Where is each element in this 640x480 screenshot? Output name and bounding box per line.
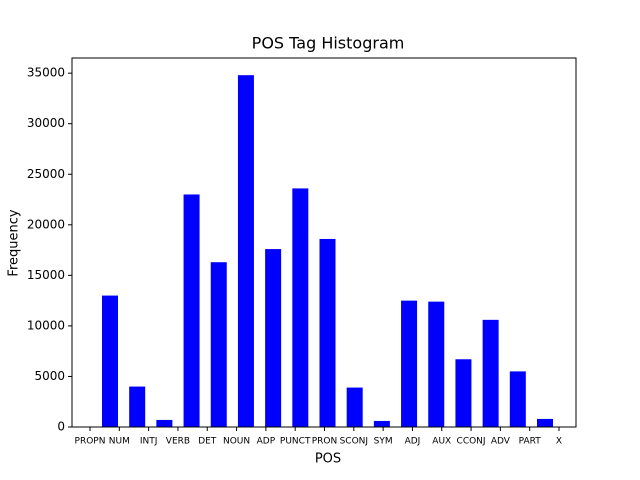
x-tick-label: X — [556, 437, 562, 447]
bar — [102, 295, 118, 427]
x-tick-label: PRON — [312, 437, 338, 447]
bar — [237, 75, 254, 427]
x-tick-label: PROPN — [75, 437, 106, 447]
x-tick-label: INTJ — [140, 437, 158, 447]
bar — [373, 420, 390, 427]
bar — [129, 386, 146, 427]
x-tick-label: ADJ — [405, 437, 421, 447]
x-tick-label: NUM — [109, 437, 130, 447]
x-tick-label: ADV — [491, 437, 511, 447]
y-tick-label: 30000 — [27, 116, 65, 130]
bar — [183, 194, 200, 427]
y-tick-label: 10000 — [27, 318, 65, 332]
x-tick-label: VERB — [166, 437, 190, 447]
y-tick-label: 5000 — [34, 369, 65, 383]
bar — [319, 238, 336, 427]
y-tick-label: 0 — [57, 420, 65, 434]
bar — [482, 319, 499, 427]
y-tick-label: 25000 — [27, 167, 65, 181]
x-tick-label: SCONJ — [340, 437, 368, 447]
x-tick-label: DET — [198, 437, 217, 447]
bar — [428, 301, 445, 427]
x-tick-label: ADP — [257, 437, 276, 447]
bar — [401, 300, 418, 427]
bar — [292, 188, 309, 427]
bar — [346, 387, 363, 427]
bar — [537, 418, 553, 427]
y-tick-label: 20000 — [27, 217, 65, 231]
bar — [265, 249, 282, 427]
x-tick-label: SYM — [374, 437, 393, 447]
y-tick-label: 15000 — [27, 268, 65, 282]
bar — [210, 262, 227, 427]
plot-frame — [71, 57, 577, 428]
x-tick-label: NOUN — [223, 437, 250, 447]
x-axis-label: POS — [315, 452, 341, 467]
x-tick-label: PUNCT — [280, 437, 311, 447]
x-tick-label: PART — [519, 437, 542, 447]
x-tick-label: AUX — [432, 437, 451, 447]
bar — [509, 371, 526, 427]
bar — [156, 419, 173, 427]
chart-title: POS Tag Histogram — [252, 34, 405, 53]
y-tick-label: 35000 — [27, 66, 65, 80]
bar — [455, 359, 472, 427]
x-tick-label: CCONJ — [457, 437, 486, 447]
y-axis-label: Frequency — [7, 209, 22, 276]
